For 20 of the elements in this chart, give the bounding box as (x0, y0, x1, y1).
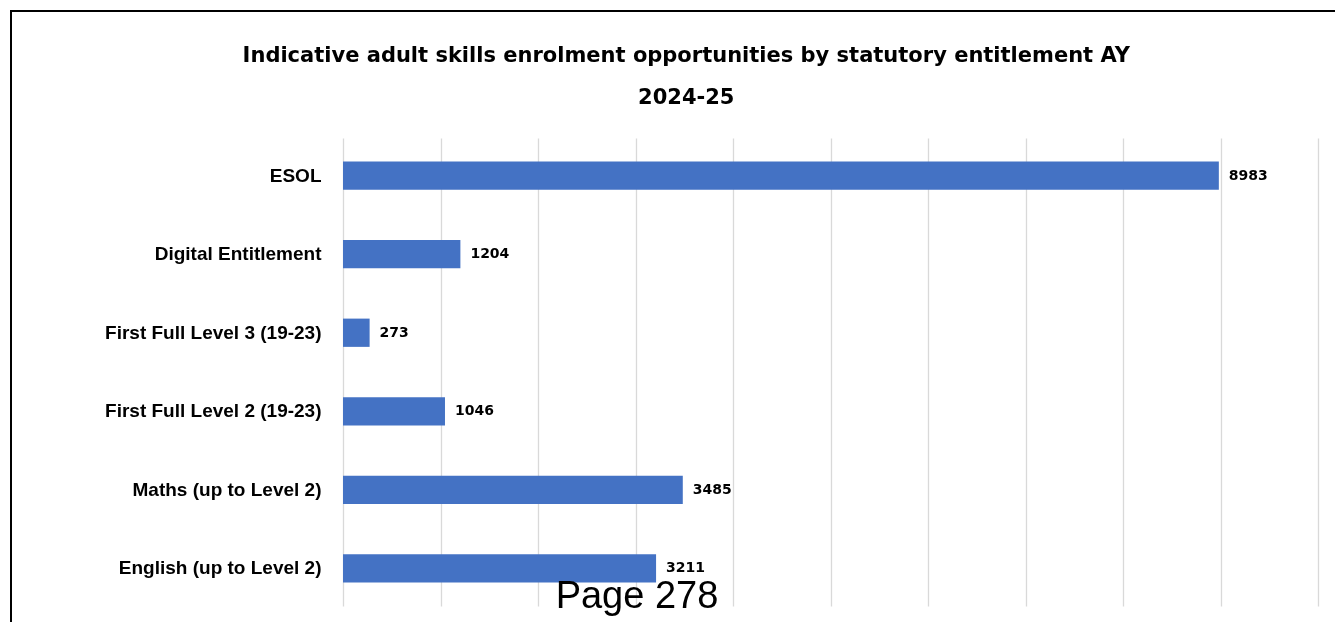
y-tick-label: Digital Entitlement (154, 243, 323, 265)
bar (343, 240, 461, 269)
bar (343, 475, 683, 504)
data-label: 273 (379, 323, 409, 340)
y-tick-label: Maths (up to Level 2) (132, 478, 322, 500)
annotation: Page 278 (555, 574, 719, 616)
data-label: 8983 (1228, 166, 1268, 183)
bar (343, 397, 445, 426)
data-label: 1204 (470, 245, 510, 262)
chart-title: Indicative adult skills enrolment opportunities by statutory entitlement AY 2024-25 (242, 43, 1131, 109)
bar (343, 318, 370, 347)
data-label: 1046 (454, 402, 494, 419)
y-tick-label: ESOL (269, 164, 322, 186)
y-tick-label: First Full Level 3 (19-23) (105, 321, 322, 343)
y-tick-label: English (up to Level 2) (118, 557, 322, 579)
bar (343, 554, 657, 583)
bar (343, 161, 1219, 190)
data-label: 3485 (692, 480, 732, 497)
data-label: 3211 (666, 559, 706, 576)
y-tick-label: First Full Level 2 (19-23) (105, 400, 322, 422)
